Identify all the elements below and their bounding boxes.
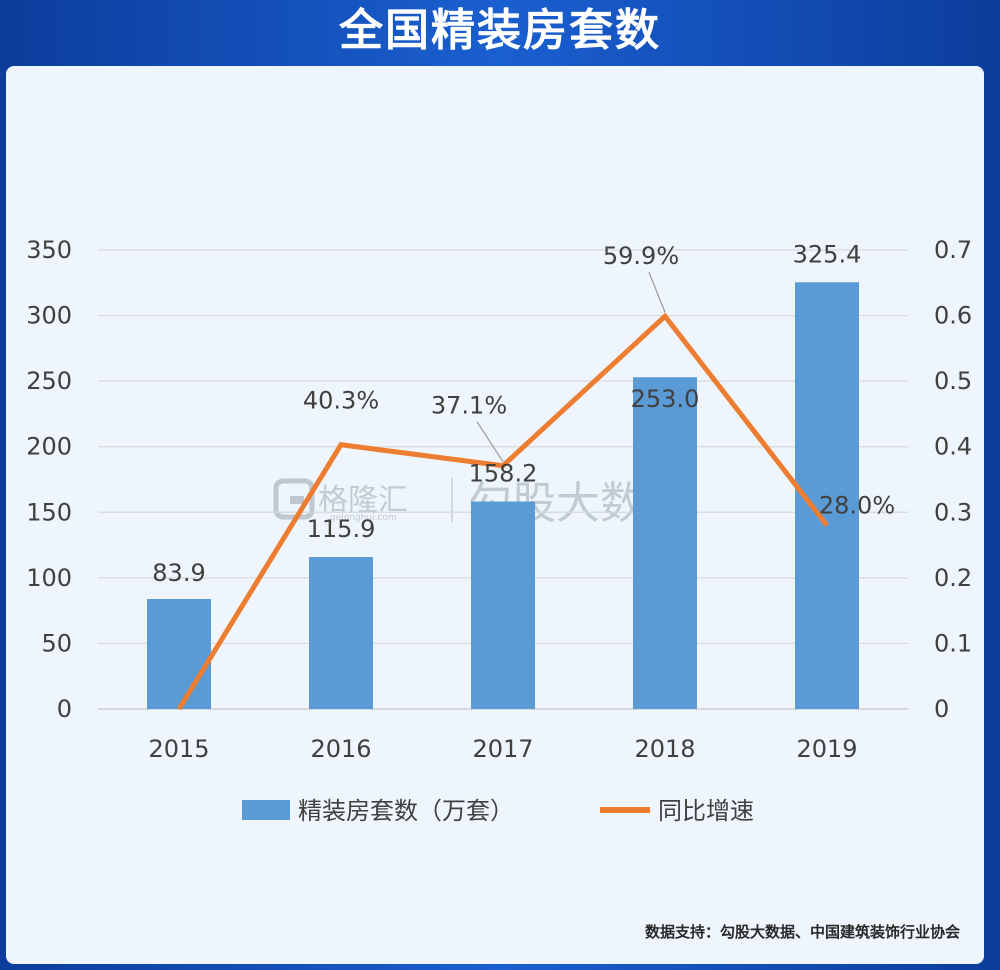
bar-value-label: 83.9: [152, 559, 205, 587]
bar: [471, 501, 535, 709]
x-tick-label: 2019: [796, 735, 857, 763]
y-tick-label-left: 100: [26, 564, 72, 592]
growth-value-label: 40.3%: [303, 387, 379, 415]
y-tick-label-right: 0.4: [934, 433, 972, 461]
legend-label-bar: 精装房套数（万套）: [298, 797, 514, 825]
growth-value-label: 28.0%: [819, 491, 895, 519]
y-tick-label-right: 0.5: [934, 367, 972, 395]
label-leader-line: [476, 421, 504, 463]
x-tick-label: 2015: [148, 735, 209, 763]
growth-value-label: 37.1%: [431, 392, 507, 420]
y-tick-label-left: 0: [57, 695, 72, 723]
footnote: 数据支持：勾股大数据、中国建筑装饰行业协会: [644, 923, 960, 941]
bar: [633, 377, 697, 709]
y-tick-label-left: 250: [26, 367, 72, 395]
bar: [147, 598, 211, 709]
y-tick-label-right: 0: [934, 695, 949, 723]
x-tick-label: 2016: [310, 735, 371, 763]
page-title: 全国精装房套数: [339, 6, 661, 55]
legend-label-line: 同比增速: [658, 797, 754, 825]
x-tick-label: 2018: [634, 735, 695, 763]
y-tick-label-left: 350: [26, 236, 72, 264]
bar-value-label: 325.4: [793, 240, 862, 268]
y-tick-label-right: 0.3: [934, 498, 972, 526]
y-tick-label-left: 300: [26, 302, 72, 330]
y-tick-label-right: 0.1: [934, 629, 972, 657]
watermark-site: gelonghui.com: [330, 513, 397, 523]
y-tick-label-right: 0.7: [934, 236, 972, 264]
bar: [309, 557, 373, 709]
y-tick-label-left: 50: [41, 629, 72, 657]
y-tick-label-right: 0.2: [934, 564, 972, 592]
growth-value-label: 59.9%: [603, 242, 679, 270]
watermark-logo-inner-icon: [290, 496, 304, 504]
x-tick-label: 2017: [472, 735, 533, 763]
label-leader-line: [648, 272, 666, 313]
legend-swatch-bar: [242, 800, 290, 820]
bar-value-label: 115.9: [307, 515, 376, 543]
bar-value-label: 253.0: [631, 385, 700, 413]
y-tick-label-left: 200: [26, 433, 72, 461]
bar-value-label: 158.2: [469, 460, 538, 488]
y-tick-label-right: 0.6: [934, 302, 972, 330]
y-tick-label-left: 150: [26, 498, 72, 526]
